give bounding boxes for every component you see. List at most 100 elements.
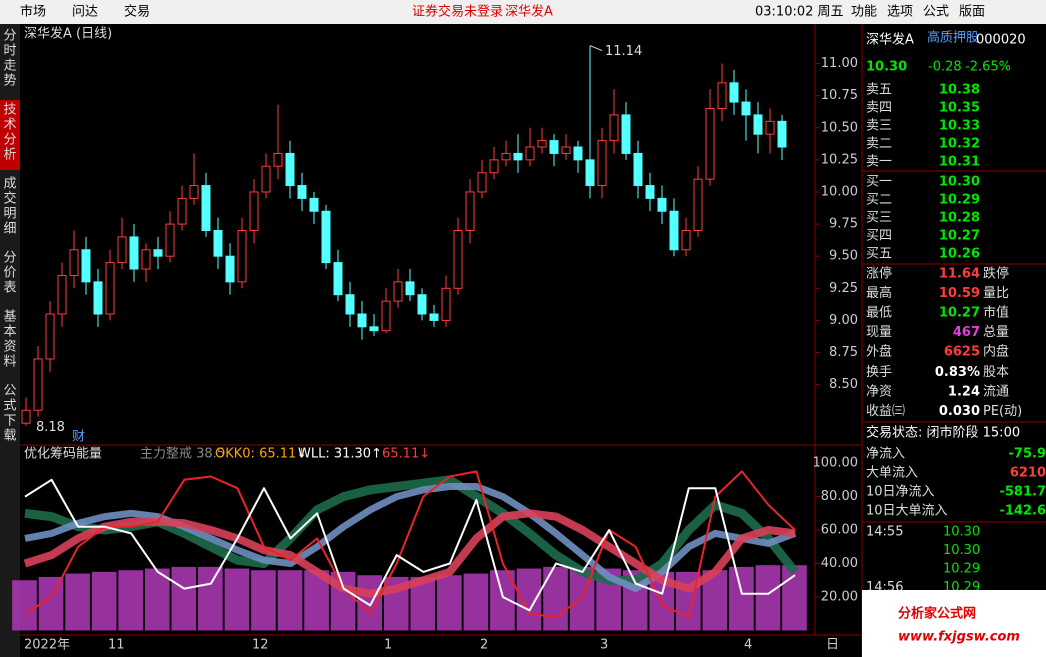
side-tab[interactable]: 交 xyxy=(3,191,16,207)
side-tab[interactable]: 分 xyxy=(3,29,16,44)
candle-body xyxy=(621,114,631,154)
menu-item[interactable]: 市场 xyxy=(20,4,46,20)
side-tab[interactable]: 技 xyxy=(3,103,16,118)
side-tab[interactable]: 基 xyxy=(3,310,16,325)
side-tab[interactable]: 势 xyxy=(3,73,16,89)
menu-item[interactable]: 问达 xyxy=(72,5,98,20)
side-tab[interactable]: 资 xyxy=(3,340,16,355)
x-tick-label: 12 xyxy=(252,638,269,653)
menu-item: 公式 xyxy=(923,5,949,20)
side-tab[interactable]: 术 xyxy=(3,118,16,133)
candle-body xyxy=(465,191,475,232)
candle-body xyxy=(357,313,367,328)
candle-body xyxy=(57,274,67,315)
candle-body xyxy=(501,152,511,161)
side-tab[interactable]: 分 xyxy=(3,133,16,148)
stock-name: 深华发A xyxy=(866,32,914,48)
side-tab[interactable]: 时 xyxy=(3,44,16,59)
candle-body xyxy=(21,409,31,424)
side-tab[interactable]: 分 xyxy=(3,251,16,266)
row-label: 卖五 xyxy=(866,83,892,98)
y-tick-label: 9.00 xyxy=(829,313,858,328)
candle-body xyxy=(177,197,187,225)
y-tick-label: 10.50 xyxy=(821,120,858,135)
logo-band xyxy=(862,590,1046,657)
row-value: 10.31 xyxy=(939,155,980,170)
volume-bar xyxy=(171,566,197,631)
stat-value: 11.64 xyxy=(939,267,980,282)
row-value: 10.29 xyxy=(939,193,980,208)
candle-body xyxy=(441,287,451,321)
y-tick-label: 60.00 xyxy=(821,523,858,538)
volume-bar xyxy=(543,566,568,631)
side-tab[interactable]: 明 xyxy=(3,207,16,222)
annotation: 8.18 xyxy=(36,420,65,435)
period-button[interactable]: 日 xyxy=(826,638,839,653)
row-value: 10.27 xyxy=(939,229,980,244)
stat-label: 最低 xyxy=(866,306,892,321)
row-label: 买一 xyxy=(866,175,892,190)
candle-body xyxy=(729,82,739,103)
price-pct: -2.65% xyxy=(965,60,1011,75)
side-tab[interactable]: 走 xyxy=(3,59,16,74)
row-label: 卖四 xyxy=(866,101,892,116)
side-tab[interactable]: 表 xyxy=(3,281,16,296)
candle-body xyxy=(657,197,667,212)
volume-bar xyxy=(144,568,170,631)
y-tick-label: 11.00 xyxy=(821,56,858,71)
stat-label: 市值 xyxy=(983,305,1009,321)
indicator-line xyxy=(24,470,796,619)
stat-label: 换手 xyxy=(866,365,892,380)
candle-body xyxy=(297,185,307,199)
candle-body xyxy=(69,249,79,276)
side-tab[interactable]: 公 xyxy=(3,384,16,399)
row-label: 买五 xyxy=(866,247,892,262)
last-price: 10.30 xyxy=(866,60,907,75)
candle-body xyxy=(33,358,43,411)
candle-body xyxy=(261,165,271,193)
side-tab[interactable]: 本 xyxy=(3,325,16,340)
candle-body xyxy=(81,249,91,283)
annotation: 11.14 xyxy=(605,44,642,59)
stat-value: 1.24 xyxy=(948,385,980,400)
y-tick-label: 9.50 xyxy=(829,249,858,264)
stat-label: 涨停 xyxy=(866,266,892,282)
side-tab[interactable]: 料 xyxy=(3,355,16,370)
candle-body xyxy=(705,107,715,180)
side-tab[interactable]: 下 xyxy=(3,414,16,429)
y-tick-label: 80.00 xyxy=(821,489,858,504)
indicator-line xyxy=(24,478,796,612)
candle-body xyxy=(45,313,55,360)
volume-bar xyxy=(224,568,250,631)
row-label: 买三 xyxy=(866,211,892,226)
menu-item[interactable]: 交易 xyxy=(124,4,150,20)
row-label: 买四 xyxy=(866,229,892,244)
y-tick-label: 40.00 xyxy=(821,556,858,571)
side-tab[interactable]: 载 xyxy=(3,429,16,444)
candle-body xyxy=(453,230,463,289)
indicator-legend: OKK0: 65.11↓ xyxy=(215,447,307,462)
side-tab[interactable]: 析 xyxy=(3,148,16,163)
candle-body xyxy=(777,120,787,148)
stock-name: 深华发A xyxy=(505,4,553,20)
candle-body xyxy=(309,197,319,212)
candle-body xyxy=(537,140,547,148)
stat-value: 467 xyxy=(953,325,980,340)
row-value: 10.30 xyxy=(939,175,980,190)
side-tab[interactable]: 成 xyxy=(3,177,16,192)
menu-item: 选项 xyxy=(887,5,913,20)
y-tick-label: 8.50 xyxy=(829,377,858,392)
candle-body xyxy=(765,120,775,135)
stat-label: 收益㈢ xyxy=(866,404,905,419)
y-tick-label: 100.00 xyxy=(813,456,859,471)
side-tab[interactable]: 细 xyxy=(3,222,16,237)
candle-body xyxy=(153,249,163,257)
y-tick-label: 20.00 xyxy=(821,589,858,604)
y-tick-label: 9.75 xyxy=(829,217,858,232)
candle-body xyxy=(141,249,151,270)
side-tab[interactable]: 式 xyxy=(3,399,16,414)
stat-label: 流通 xyxy=(983,385,1009,400)
side-tab[interactable]: 价 xyxy=(3,266,16,281)
